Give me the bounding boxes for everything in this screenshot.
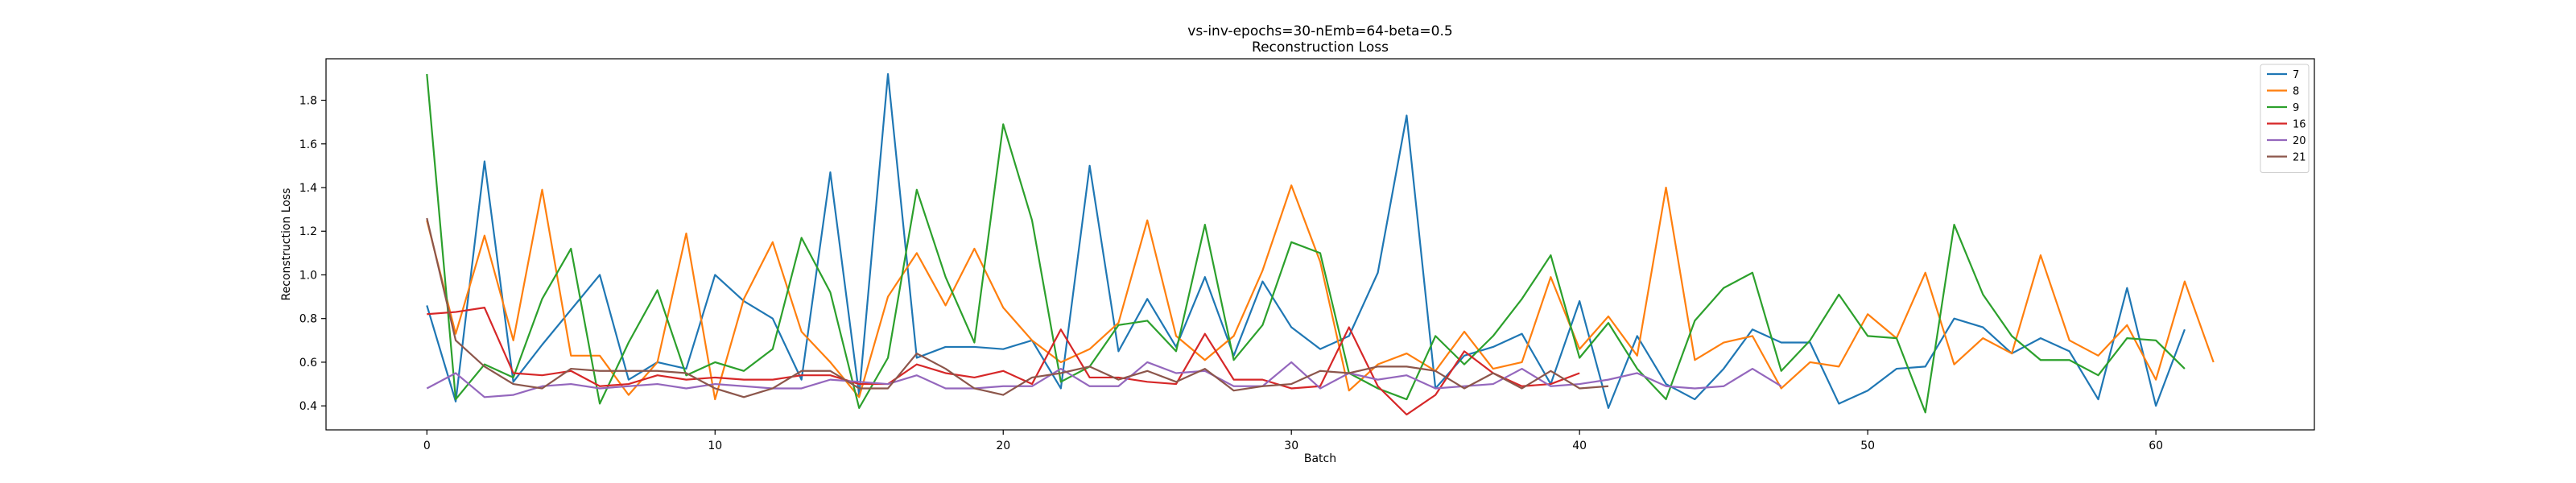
y-tick-label: 1.0 (299, 269, 317, 282)
legend-label-7: 7 (2293, 69, 2299, 81)
x-tick-label: 10 (708, 440, 722, 452)
x-tick-label: 30 (1284, 440, 1298, 452)
x-tick-label: 60 (2149, 440, 2163, 452)
chart-subtitle: Reconstruction Loss (1252, 39, 1389, 56)
x-axis-label: Batch (1304, 452, 1336, 465)
chart-title: vs-inv-epochs=30-nEmb=64-beta=0.5 (1187, 23, 1452, 39)
series-line-7 (426, 72, 2186, 409)
x-tick-label: 20 (996, 440, 1010, 452)
legend: 7 8 9 16 20 21 (2260, 64, 2310, 173)
y-tick-label: 1.8 (299, 95, 317, 108)
y-tick-label: 1.6 (299, 138, 317, 151)
y-axis-label: Reconstruction Loss (280, 188, 293, 301)
y-tick-label: 0.8 (299, 313, 317, 326)
legend-label-21: 21 (2293, 152, 2306, 164)
legend-label-8: 8 (2293, 86, 2299, 98)
series-line-16 (427, 307, 1580, 416)
plot-frame (325, 58, 2315, 431)
series-line-20 (426, 361, 1782, 398)
x-tick-label: 50 (1860, 440, 1875, 452)
legend-label-16: 16 (2293, 119, 2306, 131)
x-tick-label: 40 (1572, 440, 1587, 452)
y-tick-label: 0.6 (299, 357, 317, 369)
legend-box (2260, 64, 2310, 173)
series-line-21 (426, 217, 1609, 398)
series-line-8 (426, 184, 2215, 401)
legend-label-9: 9 (2293, 102, 2299, 114)
x-tick-label: 0 (423, 440, 431, 452)
y-tick-label: 0.4 (299, 400, 317, 413)
y-tick-label: 1.4 (299, 182, 317, 195)
legend-label-20: 20 (2293, 135, 2306, 147)
series-line-9 (426, 73, 2186, 414)
y-tick-label: 1.2 (299, 225, 317, 238)
